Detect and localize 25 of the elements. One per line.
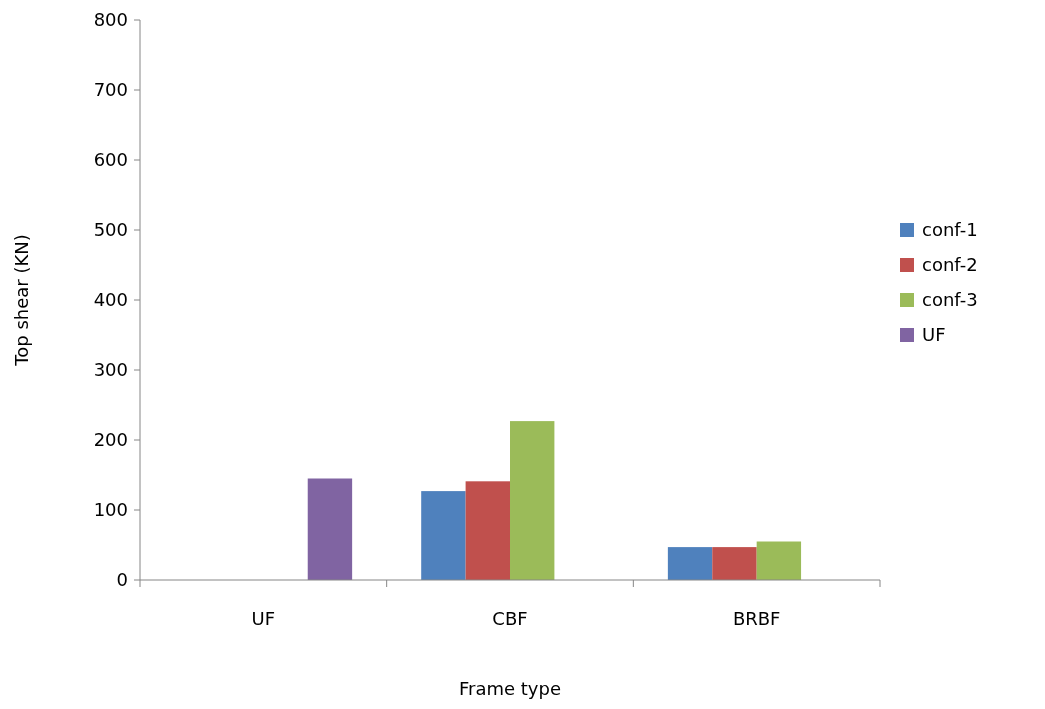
y-tick-label: 800 (93, 9, 128, 31)
y-tick-label: 200 (93, 429, 128, 451)
y-tick-label: 600 (93, 149, 128, 171)
legend-label: conf-3 (922, 289, 978, 311)
bar (421, 491, 466, 580)
y-tick-label: 300 (93, 359, 128, 381)
bar (712, 547, 757, 580)
x-tick-label: UF (251, 608, 276, 629)
x-tick-label: BRBF (732, 608, 781, 629)
bar (756, 541, 802, 580)
bar (307, 478, 353, 580)
y-tick-label: 0 (116, 569, 128, 591)
y-tick-label: 700 (93, 79, 128, 101)
y-tick-label: 100 (93, 499, 128, 521)
y-tick-label: 400 (93, 289, 128, 311)
legend-label: conf-1 (922, 219, 978, 241)
y-tick-label: 500 (93, 219, 128, 241)
legend-label: UF (922, 324, 946, 346)
x-tick-label: CBF (492, 608, 528, 629)
bar (510, 421, 555, 580)
y-axis-title: Top shear (KN) (11, 234, 32, 367)
legend-label: conf-2 (922, 254, 978, 276)
bar (667, 547, 713, 580)
x-axis-title: Frame type (458, 678, 562, 699)
bar (465, 481, 510, 580)
